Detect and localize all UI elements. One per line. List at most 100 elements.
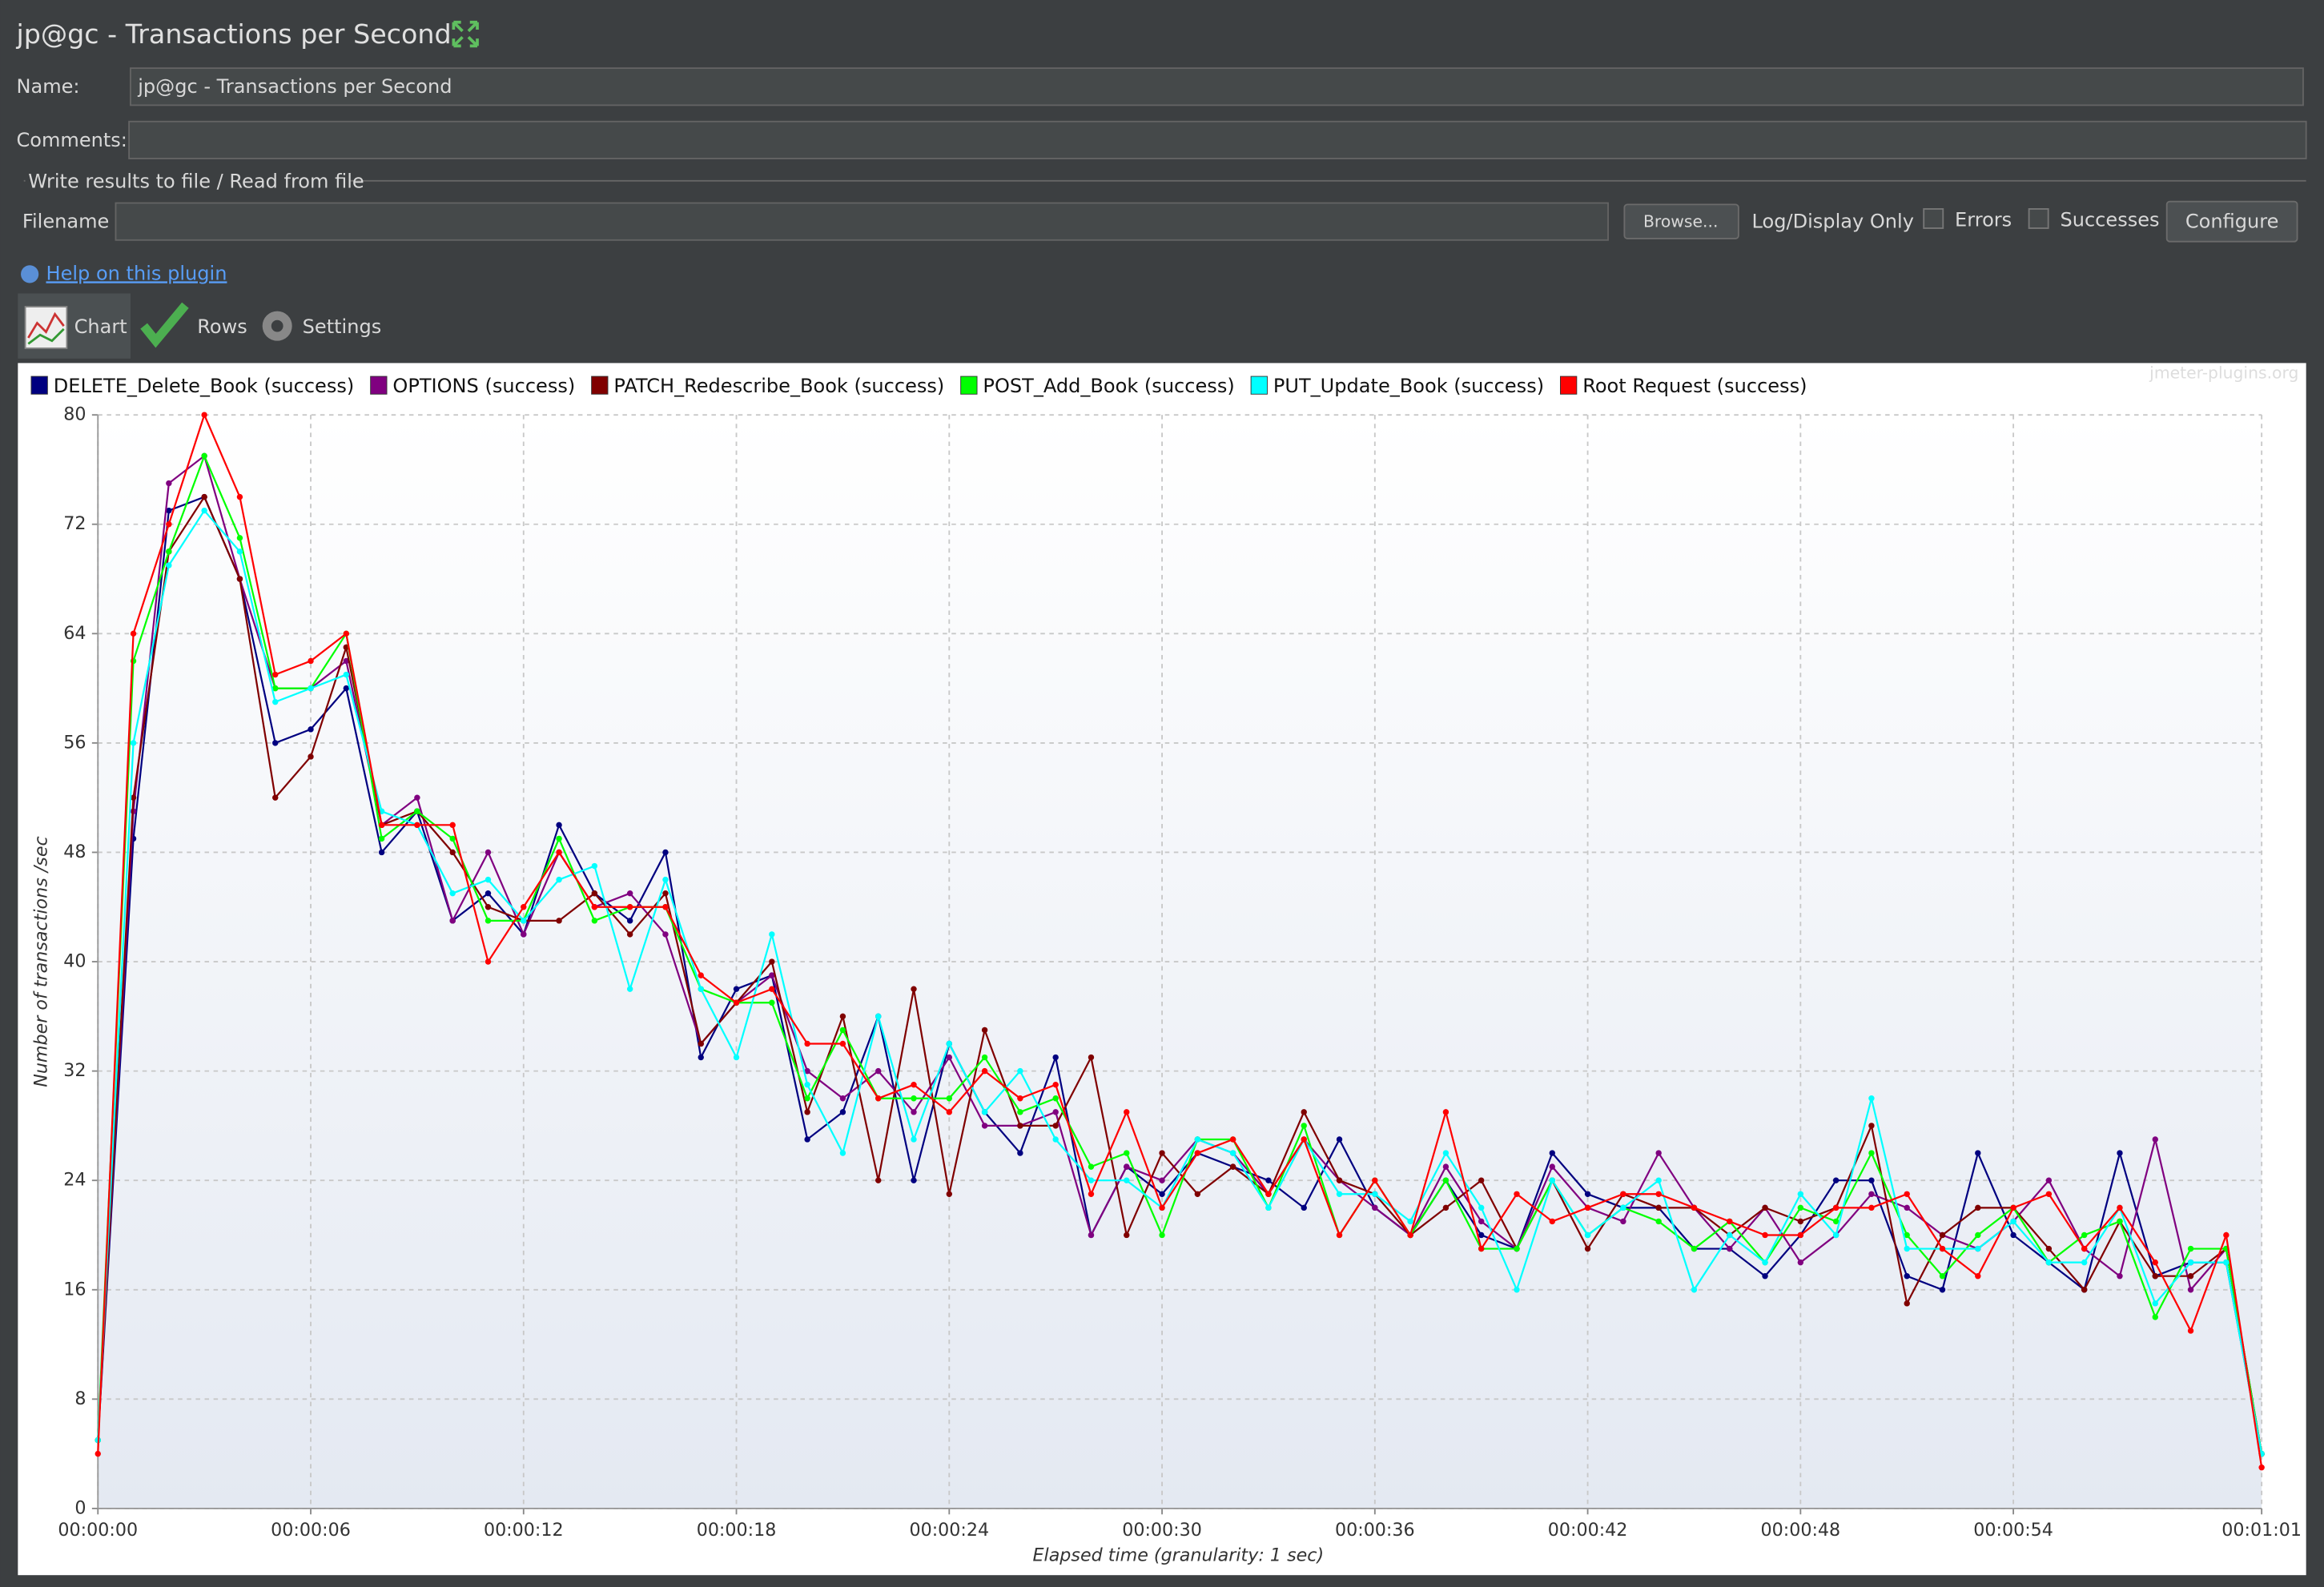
data-point: [449, 822, 456, 829]
data-point: [1514, 1245, 1520, 1252]
data-point: [1372, 1177, 1378, 1183]
data-point: [378, 835, 385, 842]
tab-rows[interactable]: Rows: [197, 315, 247, 338]
data-point: [1229, 1136, 1236, 1143]
expand-icon[interactable]: [452, 20, 479, 48]
data-point: [1975, 1245, 1981, 1252]
data-point: [804, 1109, 810, 1115]
data-point: [521, 931, 527, 938]
data-point: [1124, 1231, 1130, 1239]
comments-input[interactable]: [128, 120, 2307, 159]
data-point: [2045, 1191, 2053, 1197]
data-point: [1868, 1150, 1875, 1156]
successes-label: Successes: [2060, 209, 2159, 231]
data-point: [449, 835, 456, 842]
data-point: [130, 740, 137, 746]
data-point: [485, 958, 492, 965]
data-point: [2010, 1231, 2016, 1239]
data-point: [308, 657, 314, 665]
y-tick-label: 16: [63, 1279, 86, 1300]
data-point: [911, 986, 917, 992]
data-point: [272, 794, 279, 801]
y-tick-label: 64: [63, 623, 86, 644]
data-point: [1655, 1204, 1662, 1211]
data-point: [1514, 1287, 1520, 1293]
x-tick-label: 00:00:48: [1761, 1520, 1841, 1541]
data-point: [875, 1095, 882, 1102]
data-point: [698, 986, 704, 992]
data-point: [733, 986, 740, 992]
data-point: [485, 904, 492, 910]
data-point: [1584, 1245, 1591, 1252]
data-point: [201, 507, 207, 514]
browse-button[interactable]: [1623, 203, 1739, 239]
data-point: [1124, 1109, 1130, 1115]
data-point: [875, 1067, 882, 1075]
data-point: [1478, 1218, 1485, 1225]
data-point: [1939, 1287, 1946, 1293]
data-point: [414, 794, 420, 801]
data-point: [911, 1081, 917, 1088]
data-point: [1868, 1191, 1875, 1197]
data-point: [662, 876, 669, 883]
filename-input[interactable]: [115, 202, 1609, 241]
name-input[interactable]: [130, 67, 2304, 106]
data-point: [946, 1109, 953, 1115]
legend-swatch: [370, 376, 388, 395]
data-point: [449, 890, 456, 897]
data-point: [839, 1027, 846, 1034]
data-point: [1797, 1204, 1804, 1211]
data-point: [1691, 1287, 1698, 1293]
data-point: [1549, 1177, 1555, 1183]
data-point: [1975, 1204, 1981, 1211]
data-point: [130, 630, 137, 637]
tab-chart[interactable]: Chart: [74, 315, 127, 338]
data-point: [911, 1177, 917, 1183]
y-tick-label: 56: [63, 732, 86, 753]
x-tick-label: 00:00:42: [1548, 1520, 1628, 1541]
data-point: [1088, 1231, 1095, 1239]
successes-checkbox[interactable]: [2028, 208, 2049, 229]
data-point: [2152, 1259, 2158, 1266]
data-point: [272, 685, 279, 692]
errors-checkbox[interactable]: [1923, 208, 1944, 229]
series-line: [97, 454, 2263, 1454]
data-point: [1549, 1163, 1555, 1170]
tab-settings[interactable]: Settings: [303, 315, 382, 338]
legend-label: DELETE_Delete_Book (success): [54, 375, 355, 397]
data-point: [2045, 1177, 2053, 1183]
data-point: [839, 1040, 846, 1047]
series-line: [97, 412, 2263, 1468]
data-point: [839, 1109, 846, 1115]
data-point: [1301, 1204, 1307, 1211]
help-link[interactable]: Help on this plugin: [46, 262, 227, 284]
data-point: [166, 548, 172, 555]
data-point: [236, 493, 243, 500]
data-point: [662, 890, 669, 897]
data-point: [591, 890, 598, 897]
x-axis-label: Elapsed time (granularity: 1 sec): [1033, 1545, 1325, 1566]
data-point: [1797, 1218, 1804, 1225]
data-point: [1017, 1067, 1023, 1075]
data-point: [1124, 1163, 1130, 1170]
data-point: [769, 999, 775, 1006]
data-point: [1052, 1095, 1059, 1102]
data-point: [1017, 1095, 1023, 1102]
data-point: [1655, 1150, 1662, 1156]
data-point: [626, 890, 633, 897]
data-point: [733, 999, 740, 1006]
data-point: [556, 835, 562, 842]
data-point: [1442, 1204, 1449, 1211]
data-point: [1868, 1123, 1875, 1129]
data-point: [804, 1095, 810, 1102]
x-tick-label: 00:00:00: [58, 1520, 138, 1541]
data-point: [94, 1450, 101, 1457]
configure-button[interactable]: [2165, 200, 2298, 243]
data-point: [308, 753, 314, 760]
data-point: [1904, 1300, 1910, 1307]
data-point: [236, 576, 243, 582]
name-value: jp@gc - Transactions per Second: [137, 75, 452, 98]
data-point: [1975, 1231, 1981, 1239]
legend-swatch: [960, 376, 978, 395]
